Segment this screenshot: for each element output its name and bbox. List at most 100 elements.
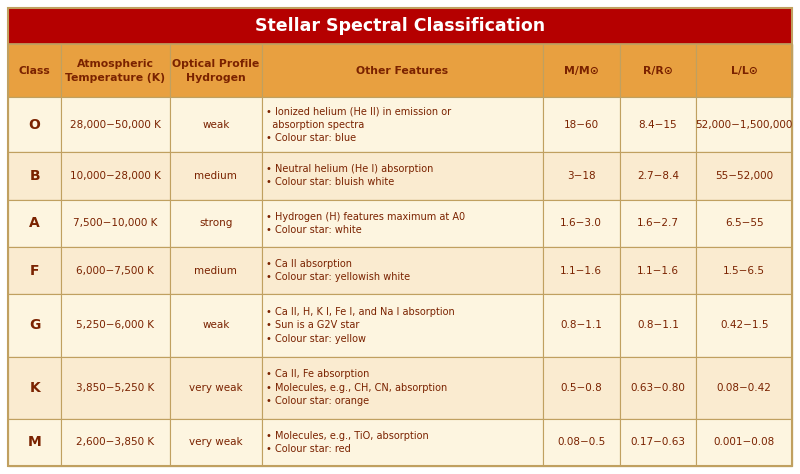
Text: • Ionized helium (He II) in emission or
  absorption spectra
• Colour star: blue: • Ionized helium (He II) in emission or … xyxy=(266,107,451,143)
Text: M/M⊙: M/M⊙ xyxy=(564,66,598,76)
Text: • Ca II absorption
• Colour star: yellowish white: • Ca II absorption • Colour star: yellow… xyxy=(266,259,410,283)
Bar xyxy=(542,152,619,200)
Bar xyxy=(696,247,792,294)
Bar xyxy=(170,98,262,152)
Bar xyxy=(542,294,619,356)
Bar xyxy=(542,356,619,419)
Bar xyxy=(696,356,792,419)
Text: M: M xyxy=(28,435,42,449)
Text: 18−60: 18−60 xyxy=(563,120,598,130)
Bar xyxy=(8,294,792,356)
Text: • Ca II, H, K I, Fe I, and Na I absorption
• Sun is a G2V star
• Colour star: ye: • Ca II, H, K I, Fe I, and Na I absorpti… xyxy=(266,307,454,344)
Text: 6.5−55: 6.5−55 xyxy=(725,219,763,228)
Bar xyxy=(619,200,696,247)
Bar xyxy=(262,45,542,98)
Text: B: B xyxy=(30,169,40,183)
Bar xyxy=(8,247,792,294)
Bar xyxy=(696,200,792,247)
Bar xyxy=(8,356,62,419)
Text: • Molecules, e.g., TiO, absorption
• Colour star: red: • Molecules, e.g., TiO, absorption • Col… xyxy=(266,431,429,454)
Bar xyxy=(619,419,696,466)
Bar xyxy=(8,419,792,466)
Bar xyxy=(62,45,170,98)
Bar xyxy=(262,247,542,294)
Text: 1.1−1.6: 1.1−1.6 xyxy=(637,266,679,276)
Text: 0.08−0.42: 0.08−0.42 xyxy=(717,383,772,392)
Bar xyxy=(62,294,170,356)
Bar xyxy=(8,98,792,152)
Text: 0.63−0.80: 0.63−0.80 xyxy=(630,383,686,392)
Text: 1.6−2.7: 1.6−2.7 xyxy=(637,219,679,228)
Bar xyxy=(262,294,542,356)
Text: 2.7−8.4: 2.7−8.4 xyxy=(637,171,679,181)
Text: medium: medium xyxy=(194,266,237,276)
Bar xyxy=(542,247,619,294)
Bar xyxy=(170,247,262,294)
Bar xyxy=(8,294,62,356)
Bar xyxy=(619,45,696,98)
Bar xyxy=(8,45,62,98)
Bar xyxy=(262,356,542,419)
Text: L/L⊙: L/L⊙ xyxy=(730,66,758,76)
Bar xyxy=(170,200,262,247)
Text: 6,000−7,500 K: 6,000−7,500 K xyxy=(77,266,154,276)
Bar xyxy=(696,98,792,152)
Bar xyxy=(619,152,696,200)
Text: F: F xyxy=(30,264,39,278)
Text: Class: Class xyxy=(18,66,50,76)
Text: Atmospheric
Temperature (K): Atmospheric Temperature (K) xyxy=(66,59,166,82)
Bar xyxy=(696,294,792,356)
Bar xyxy=(8,152,792,200)
Text: medium: medium xyxy=(194,171,237,181)
Text: • Hydrogen (H) features maximum at A0
• Colour star: white: • Hydrogen (H) features maximum at A0 • … xyxy=(266,212,465,235)
Text: strong: strong xyxy=(199,219,233,228)
Text: weak: weak xyxy=(202,120,230,130)
Text: Optical Profile
Hydrogen: Optical Profile Hydrogen xyxy=(172,59,259,82)
Bar xyxy=(619,294,696,356)
Text: 3−18: 3−18 xyxy=(566,171,595,181)
Bar xyxy=(8,8,792,45)
Bar xyxy=(170,419,262,466)
Text: 0.8−1.1: 0.8−1.1 xyxy=(637,320,679,330)
Bar xyxy=(542,200,619,247)
Text: 0.001−0.08: 0.001−0.08 xyxy=(714,438,775,447)
Bar xyxy=(542,98,619,152)
Bar xyxy=(262,98,542,152)
Text: 5,250−6,000 K: 5,250−6,000 K xyxy=(77,320,154,330)
Text: G: G xyxy=(29,319,40,332)
Bar xyxy=(619,98,696,152)
Text: 1.1−1.6: 1.1−1.6 xyxy=(560,266,602,276)
Text: Other Features: Other Features xyxy=(356,66,449,76)
Bar xyxy=(62,200,170,247)
Text: A: A xyxy=(30,216,40,230)
Text: 2,600−3,850 K: 2,600−3,850 K xyxy=(76,438,154,447)
Text: Stellar Spectral Classification: Stellar Spectral Classification xyxy=(255,17,545,35)
Text: 8.4−15: 8.4−15 xyxy=(638,120,678,130)
Bar xyxy=(262,152,542,200)
Text: very weak: very weak xyxy=(189,438,242,447)
Bar xyxy=(262,200,542,247)
Text: K: K xyxy=(30,381,40,394)
Bar xyxy=(8,98,62,152)
Bar xyxy=(8,45,792,98)
Text: 0.08−0.5: 0.08−0.5 xyxy=(557,438,606,447)
Bar xyxy=(8,419,62,466)
Text: 0.17−0.63: 0.17−0.63 xyxy=(630,438,686,447)
Text: 0.5−0.8: 0.5−0.8 xyxy=(560,383,602,392)
Bar xyxy=(170,294,262,356)
Text: 10,000−28,000 K: 10,000−28,000 K xyxy=(70,171,161,181)
Bar xyxy=(696,419,792,466)
Text: • Ca II, Fe absorption
• Molecules, e.g., CH, CN, absorption
• Colour star: oran: • Ca II, Fe absorption • Molecules, e.g.… xyxy=(266,369,447,406)
Bar xyxy=(542,419,619,466)
Bar xyxy=(696,45,792,98)
Bar xyxy=(62,419,170,466)
Bar xyxy=(8,356,792,419)
Text: 0.8−1.1: 0.8−1.1 xyxy=(560,320,602,330)
Bar xyxy=(62,356,170,419)
Bar xyxy=(62,247,170,294)
Text: • Neutral helium (He I) absorption
• Colour star: bluish white: • Neutral helium (He I) absorption • Col… xyxy=(266,164,434,188)
Bar xyxy=(170,152,262,200)
Text: 1.5−6.5: 1.5−6.5 xyxy=(723,266,765,276)
Bar xyxy=(619,356,696,419)
Text: 3,850−5,250 K: 3,850−5,250 K xyxy=(76,383,154,392)
